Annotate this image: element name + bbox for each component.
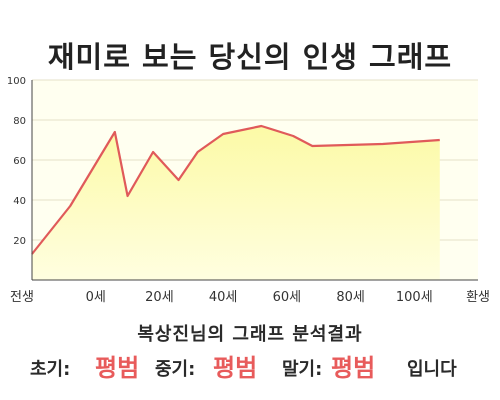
area-fill bbox=[32, 126, 440, 280]
middle-value: 평범 bbox=[213, 354, 258, 382]
result-suffix: 입니다 bbox=[407, 359, 457, 380]
chart-title: 재미로 보는 당신의 인생 그래프 bbox=[47, 40, 453, 74]
early-value: 평범 bbox=[95, 354, 140, 382]
x-tick-label: 80세 bbox=[336, 290, 365, 305]
life-graph-chart: 20 40 60 80 100 전생 0세 20세 40세 60세 80세 100세 환생 bbox=[7, 76, 490, 305]
x-tick-label: 40세 bbox=[209, 290, 238, 305]
y-tick-label: 60 bbox=[13, 156, 26, 167]
x-tick-label: 100세 bbox=[396, 290, 433, 305]
x-tick-label: 전생 bbox=[10, 290, 34, 305]
y-tick-label: 80 bbox=[13, 116, 26, 127]
early-label: 초기: bbox=[30, 359, 71, 380]
y-tick-label: 100 bbox=[7, 76, 26, 87]
x-tick-label: 0세 bbox=[86, 290, 106, 305]
y-tick-label: 20 bbox=[13, 236, 26, 247]
series-line bbox=[31, 124, 440, 255]
x-tick-label: 60세 bbox=[273, 290, 302, 305]
analysis-heading: 복상진님의 그래프 분석결과 bbox=[137, 324, 363, 345]
late-label: 말기: bbox=[282, 359, 323, 380]
middle-label: 중기: bbox=[155, 359, 196, 380]
analysis-result: 초기: 평범 중기: 평범 말기: 평범 입니다 bbox=[0, 346, 500, 382]
x-tick-label: 환생 bbox=[466, 290, 490, 305]
late-value: 평범 bbox=[331, 354, 376, 382]
x-tick-label: 20세 bbox=[145, 290, 174, 305]
y-tick-label: 40 bbox=[13, 196, 26, 207]
